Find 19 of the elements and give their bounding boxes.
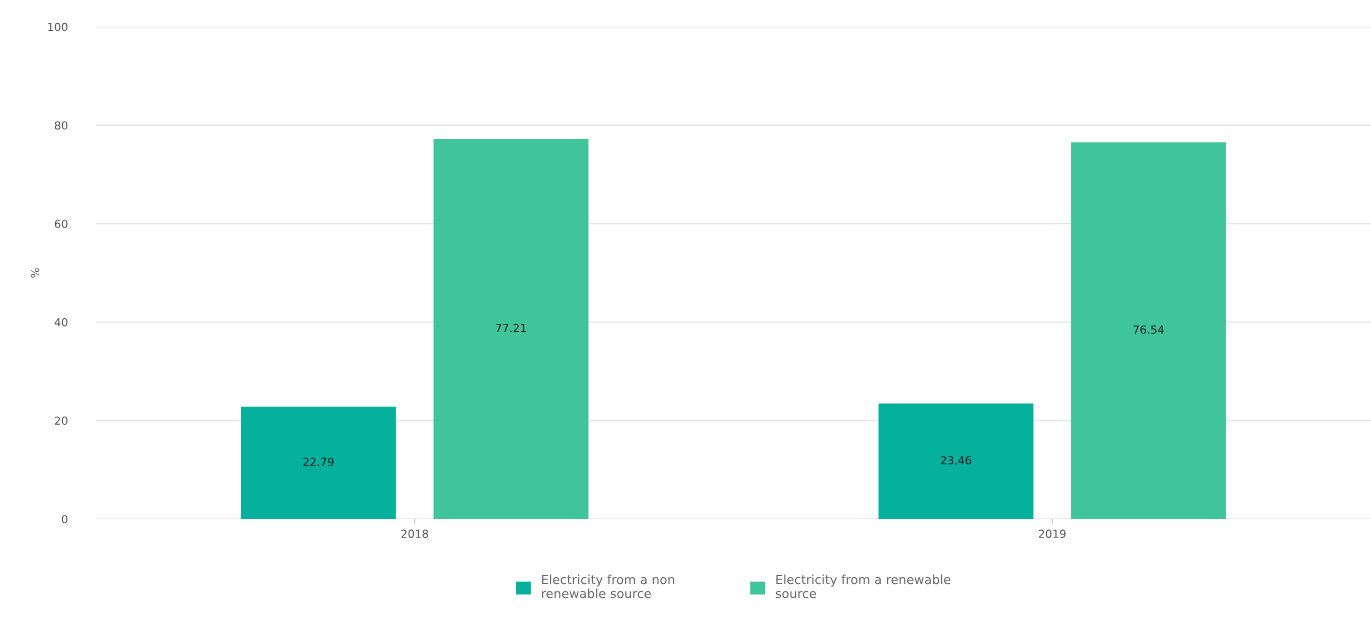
- y-tick-label: 60: [54, 219, 68, 229]
- legend-label: Electricity from a non renewable source: [542, 574, 675, 599]
- y-tick-label: 40: [54, 318, 68, 327]
- y-tick-label: 100: [48, 22, 68, 32]
- legend-label: Electricity from a renewable source: [775, 574, 951, 599]
- data-label: 23.46: [940, 456, 972, 465]
- data-label: 22.79: [303, 457, 334, 467]
- data-label: 77.21: [496, 323, 526, 333]
- y-tick-label: 20: [54, 416, 68, 425]
- bar: [433, 138, 589, 519]
- bar: [878, 403, 1034, 519]
- y-tick-label: 0: [61, 514, 68, 524]
- x-tick-label: 2019: [1038, 529, 1066, 538]
- x-tick-label: 2018: [401, 529, 429, 538]
- bar: [1071, 142, 1226, 519]
- y-tick-label: 80: [54, 121, 68, 130]
- y-axis-title: %: [30, 268, 40, 278]
- data-label: 76.54: [1133, 325, 1164, 334]
- bar: [241, 406, 396, 519]
